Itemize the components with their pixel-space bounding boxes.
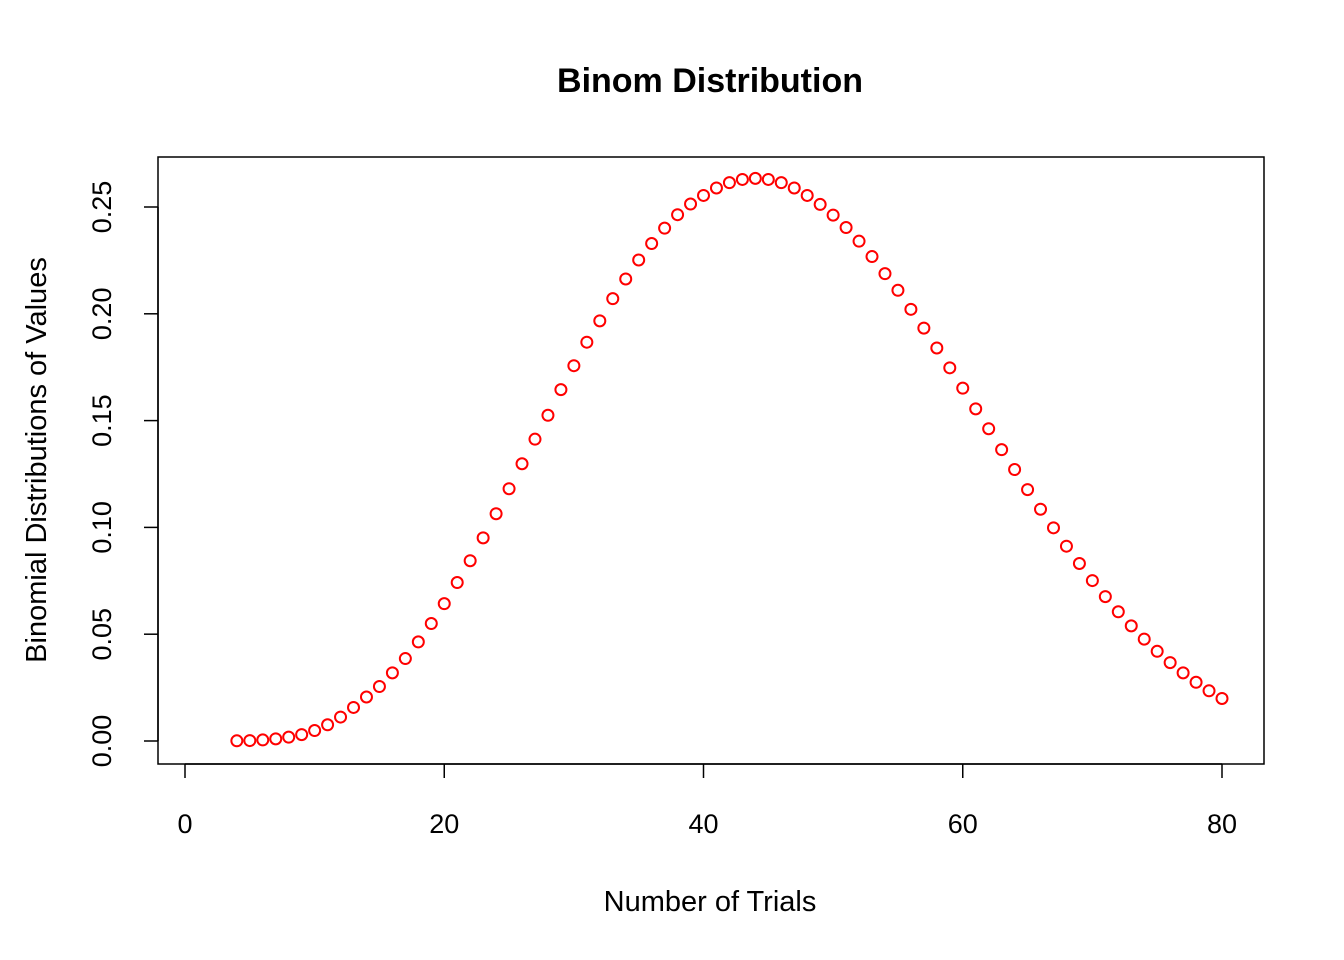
data-point	[774, 176, 788, 190]
data-point	[489, 507, 503, 521]
data-point	[398, 652, 412, 666]
data-point	[982, 422, 996, 436]
data-point	[1111, 605, 1125, 619]
data-point	[722, 176, 736, 190]
data-point	[632, 253, 646, 267]
data-point	[321, 718, 335, 732]
data-point	[1072, 556, 1086, 570]
data-point	[334, 710, 348, 724]
data-point	[295, 728, 309, 742]
data-point	[748, 171, 762, 185]
data-point	[930, 341, 944, 355]
x-tick-label: 40	[688, 809, 718, 839]
y-tick-label: 0.05	[87, 608, 117, 661]
data-point	[580, 335, 594, 349]
data-point	[282, 730, 296, 744]
data-point	[761, 172, 775, 186]
data-point	[891, 283, 905, 297]
data-point	[437, 597, 451, 611]
x-axis-label: Number of Trials	[604, 886, 817, 918]
data-point	[826, 208, 840, 222]
x-tick-label: 0	[177, 809, 192, 839]
data-point	[230, 734, 244, 748]
data-point	[256, 733, 270, 747]
data-point	[904, 302, 918, 316]
data-point	[541, 408, 555, 422]
x-tick-label: 80	[1207, 809, 1237, 839]
data-point	[567, 359, 581, 373]
plot-frame	[157, 156, 1265, 765]
y-tick-label: 0.25	[87, 181, 117, 234]
data-point	[878, 267, 892, 281]
data-point	[1034, 502, 1048, 516]
data-point	[1150, 644, 1164, 658]
x-tick-label: 60	[948, 809, 978, 839]
data-point	[1137, 632, 1151, 646]
data-point	[645, 237, 659, 251]
data-point	[1021, 483, 1035, 497]
y-tick-label: 0.20	[87, 288, 117, 341]
data-point	[684, 197, 698, 211]
data-point	[917, 321, 931, 335]
x-tick-label: 20	[429, 809, 459, 839]
data-point	[1085, 574, 1099, 588]
data-point	[995, 443, 1009, 457]
data-point	[865, 250, 879, 264]
data-point	[411, 635, 425, 649]
data-point	[969, 402, 983, 416]
data-point	[359, 690, 373, 704]
data-point	[450, 576, 464, 590]
data-point	[372, 680, 386, 694]
data-point	[476, 531, 490, 545]
data-point	[1189, 675, 1203, 689]
y-axis: 0.00 0.05 0.10 0.15 0.20 0.25	[87, 181, 159, 768]
data-point	[463, 554, 477, 568]
data-point	[658, 221, 672, 235]
data-point	[839, 221, 853, 235]
data-point	[528, 432, 542, 446]
y-tick-label: 0.15	[87, 394, 117, 447]
data-point	[502, 482, 516, 496]
data-point	[787, 181, 801, 195]
y-tick-label: 0.10	[87, 501, 117, 554]
data-point	[1176, 666, 1190, 680]
data-point	[385, 666, 399, 680]
x-axis: 0 20 40 60 80	[177, 763, 1237, 839]
data-point	[1163, 656, 1177, 670]
data-point	[800, 188, 814, 202]
data-point	[852, 234, 866, 248]
data-point	[1008, 463, 1022, 477]
data-point	[956, 381, 970, 395]
data-point	[347, 700, 361, 714]
data-point	[1202, 684, 1216, 698]
data-point	[424, 617, 438, 631]
data-point	[554, 383, 568, 397]
data-point	[1098, 590, 1112, 604]
data-point	[515, 457, 529, 471]
data-point	[1046, 521, 1060, 535]
data-series	[230, 171, 1229, 748]
y-axis-label: Binomial Distributions of Values	[21, 257, 53, 663]
data-point	[735, 172, 749, 186]
data-point	[269, 732, 283, 746]
data-point	[1215, 691, 1229, 705]
y-tick-label: 0.00	[87, 715, 117, 768]
data-point	[709, 181, 723, 195]
data-point	[1124, 619, 1138, 633]
data-point	[1059, 539, 1073, 553]
chart-title: Binom Distribution	[557, 62, 863, 100]
data-point	[593, 314, 607, 328]
data-point	[813, 197, 827, 211]
data-point	[671, 208, 685, 222]
data-point	[943, 361, 957, 375]
data-point	[606, 292, 620, 306]
data-point	[619, 272, 633, 286]
data-point	[308, 724, 322, 738]
data-point	[243, 734, 257, 748]
data-point	[697, 188, 710, 202]
